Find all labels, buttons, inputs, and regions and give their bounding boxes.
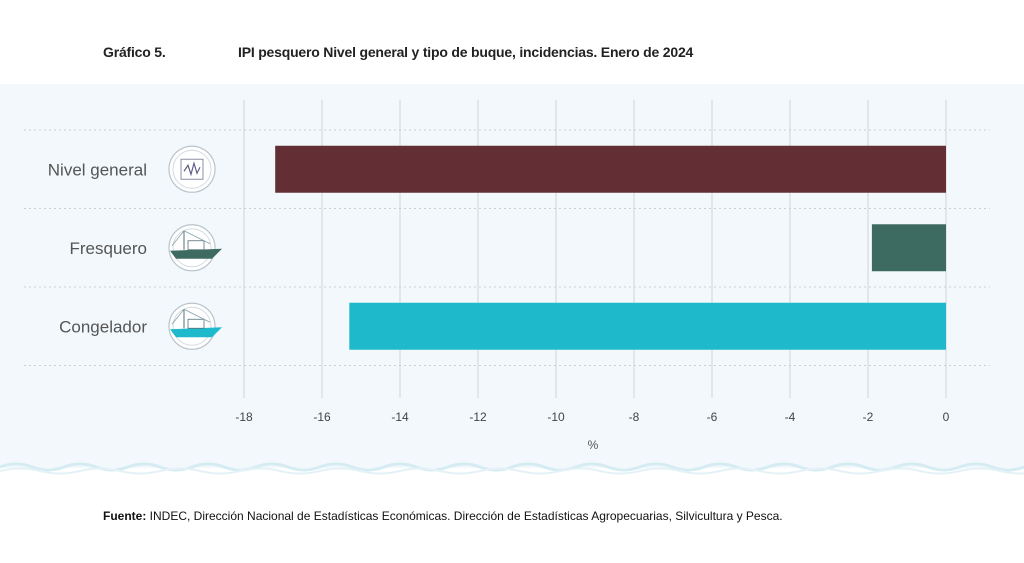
x-tick-label: -12 <box>469 410 487 424</box>
category-label: Congelador <box>59 317 147 336</box>
x-tick-label: -10 <box>547 410 565 424</box>
category-label: Nivel general <box>48 160 147 179</box>
x-tick-label: -2 <box>863 410 874 424</box>
chart-header: Gráfico 5. IPI pesquero Nivel general y … <box>0 44 1024 66</box>
x-tick-label: -16 <box>313 410 331 424</box>
figure-number: Gráfico 5. <box>103 44 166 60</box>
line-chart-icon <box>168 145 216 193</box>
x-axis-label: % <box>588 438 599 452</box>
bar-nivel-general <box>275 145 946 193</box>
x-tick-label: -18 <box>235 410 253 424</box>
source-label: Fuente: <box>103 509 147 523</box>
wave-decoration <box>0 462 1024 475</box>
bar-congelador <box>349 302 946 350</box>
source-note: Fuente: INDEC, Dirección Nacional de Est… <box>103 509 783 523</box>
category-label: Fresquero <box>70 239 147 258</box>
x-tick-label: 0 <box>943 410 950 424</box>
chart-title: IPI pesquero Nivel general y tipo de buq… <box>238 44 694 60</box>
bar-fresquero <box>871 224 946 272</box>
fishing-boat-icon <box>168 224 222 272</box>
x-tick-label: -8 <box>629 410 640 424</box>
x-tick-label: -6 <box>707 410 718 424</box>
source-text: INDEC, Dirección Nacional de Estadística… <box>146 509 783 523</box>
x-tick-label: -4 <box>785 410 796 424</box>
x-tick-label: -14 <box>391 410 409 424</box>
fishing-boat-icon <box>168 302 222 350</box>
